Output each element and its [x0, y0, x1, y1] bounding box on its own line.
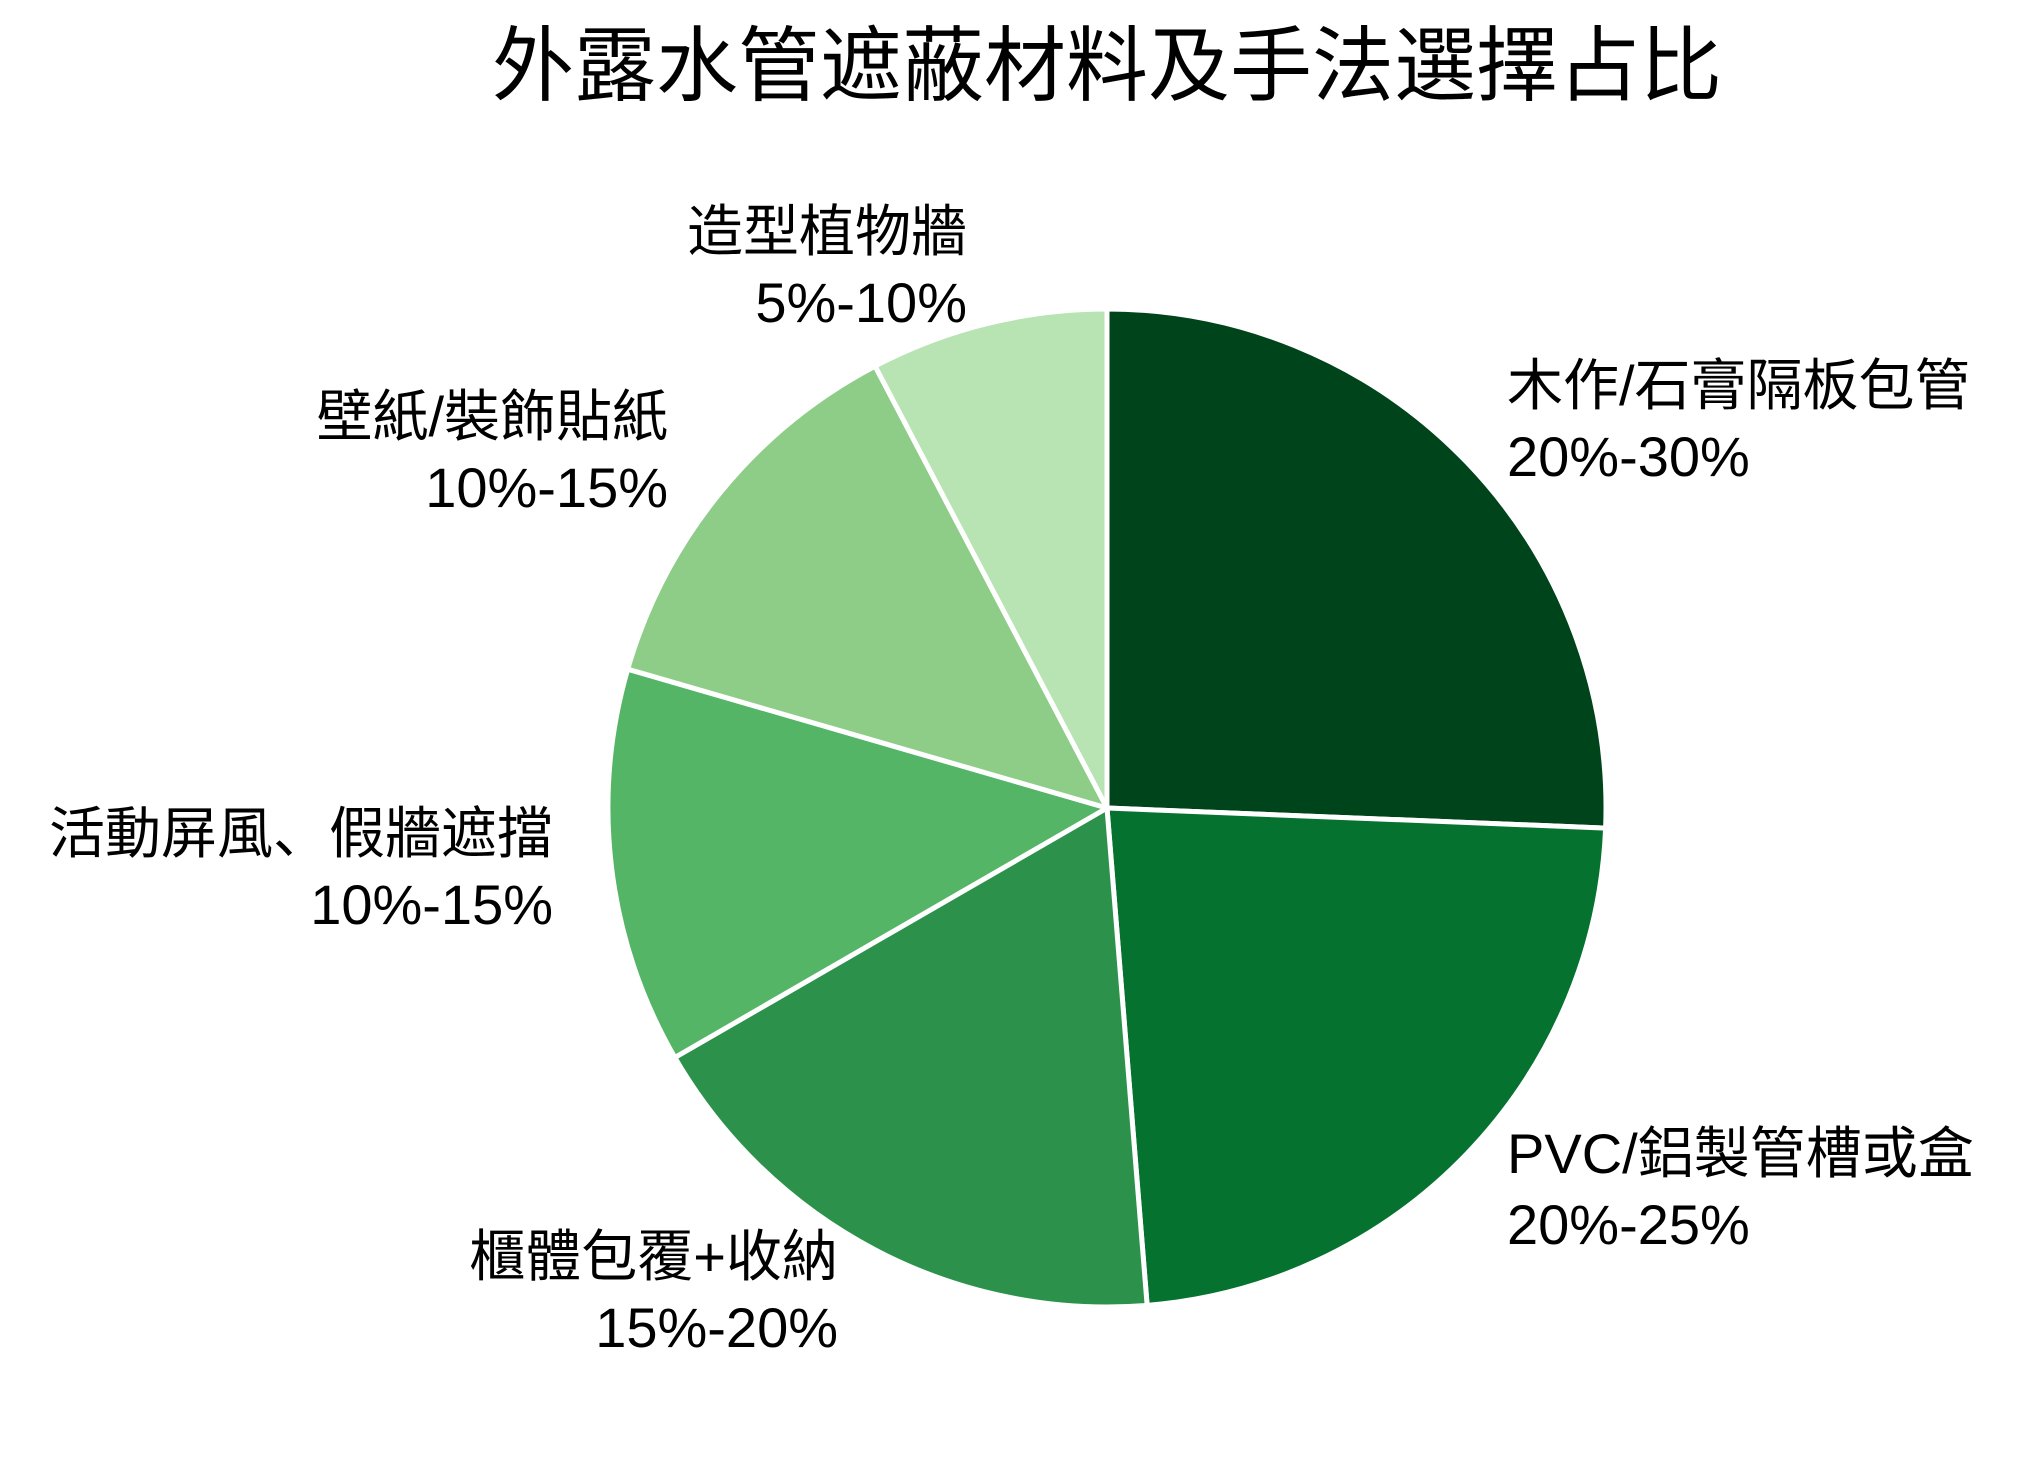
slice-label-name: 木作/石膏隔板包管 — [1507, 354, 1971, 417]
slice-label-wood-gypsum-board: 木作/石膏隔板包管 20%-30% — [1507, 350, 1971, 492]
slice-label-name: 造型植物牆 — [687, 200, 967, 263]
slice-label-plant-wall: 造型植物牆 5%-10% — [687, 196, 967, 338]
slice-label-range: 10%-15% — [425, 456, 668, 519]
slice-label-name: 壁紙/裝飾貼紙 — [316, 385, 668, 448]
slice-label-name: 活動屏風、假牆遮擋 — [49, 802, 553, 865]
pie-slice-cabinet-enclosure — [672, 805, 1150, 1310]
slice-label-range: 20%-30% — [1507, 425, 1750, 488]
pie-slice-wood-gypsum-board — [1104, 306, 1609, 831]
chart-title: 外露水管遮蔽材料及手法選擇占比 — [491, 21, 1723, 112]
slice-label-name: 櫃體包覆+收納 — [469, 1225, 838, 1288]
slice-label-range: 15%-20% — [595, 1296, 838, 1359]
slice-label-wallpaper-sticker: 壁紙/裝飾貼紙 10%-15% — [316, 381, 668, 523]
slice-label-range: 5%-10% — [755, 271, 967, 334]
slice-label-screen-false-wall: 活動屏風、假牆遮擋 10%-15% — [49, 798, 553, 940]
slice-label-name: PVC/鋁製管槽或盒 — [1507, 1122, 1974, 1185]
pie-slice-plant-wall — [872, 306, 1110, 811]
slice-label-pvc-aluminum-channel: PVC/鋁製管槽或盒 20%-25% — [1507, 1118, 1974, 1260]
pie-slice-screen-false-wall — [605, 666, 1110, 1060]
pie-slice-pvc-aluminum-channel — [1104, 805, 1609, 1308]
pie-slice-wallpaper-sticker — [625, 363, 1110, 811]
slice-label-range: 20%-25% — [1507, 1193, 1750, 1256]
slice-label-range: 10%-15% — [310, 873, 553, 936]
slice-label-cabinet-enclosure: 櫃體包覆+收納 15%-20% — [469, 1221, 838, 1363]
